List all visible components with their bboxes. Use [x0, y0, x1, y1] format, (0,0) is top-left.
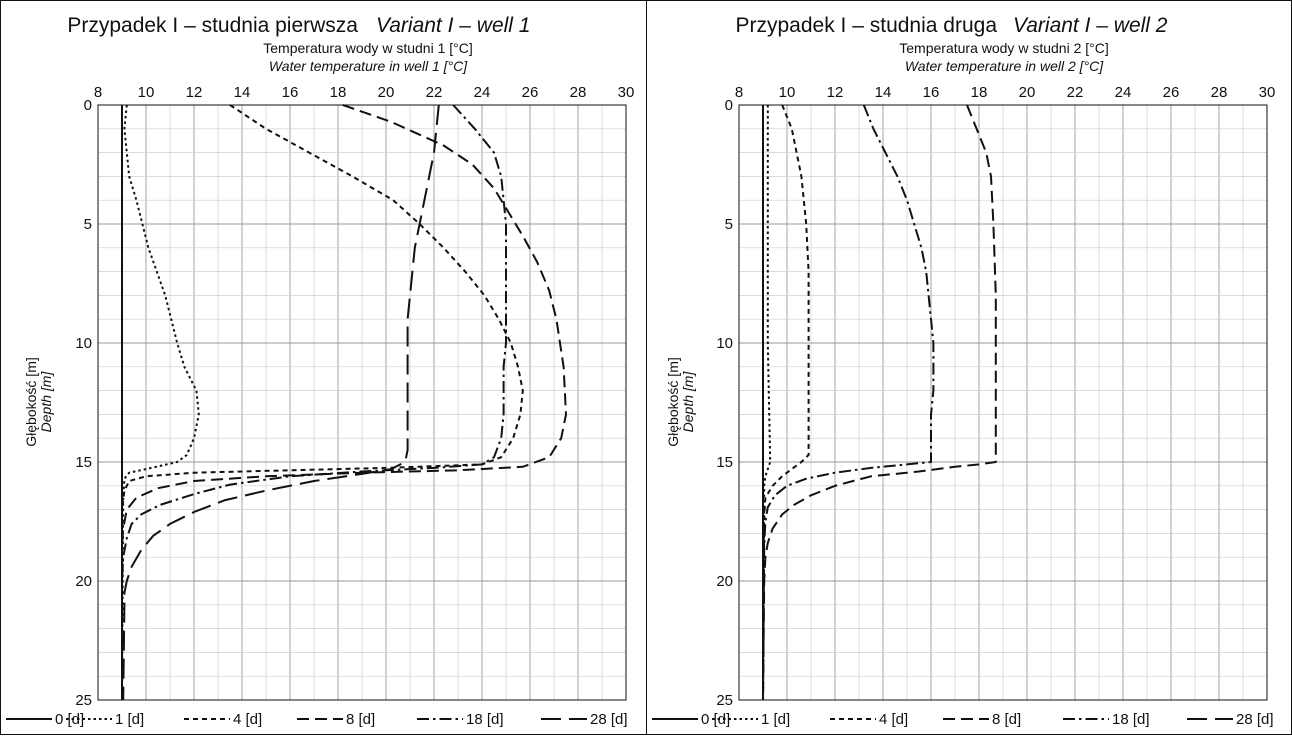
legend-entry: 4 [d] — [830, 711, 908, 728]
y-tick-label: 10 — [716, 335, 733, 352]
series-group — [121, 104, 567, 701]
x-tick-label: 8 — [735, 84, 743, 101]
series-line-4-dd — [121, 104, 524, 700]
x-tick-label: 26 — [522, 84, 539, 101]
legend: 0 [d] 1 [d] 4 [d] 8 [d] 18 [d] 28 [d] — [652, 711, 1274, 728]
legend-entry: 1 [d] — [66, 711, 144, 728]
x-axis-label-english: Water temperature in well 2 [°C] — [905, 58, 1104, 74]
x-tick-label: 16 — [923, 84, 940, 101]
legend-label: 8 [d] — [992, 711, 1021, 728]
y-tick-labels: 0 5 10 15 20 25 — [75, 97, 92, 709]
legend-entry: 28 [d] — [1187, 711, 1274, 728]
y-axis-label-english: Depth [m] — [38, 371, 54, 433]
plot-area-border — [97, 104, 627, 701]
y-tick-label: 15 — [716, 454, 733, 471]
y-tick-label: 0 — [84, 97, 92, 114]
chart-panel-well-2: Przypadek I – studnia druga Variant I – … — [646, 0, 1292, 735]
legend-entry: 8 [d] — [943, 711, 1021, 728]
x-tick-label: 26 — [1163, 84, 1180, 101]
legend-label: 4 [d] — [879, 711, 908, 728]
y-axis-label: Głębokość [m] — [665, 357, 681, 446]
x-tick-label: 24 — [474, 84, 491, 101]
y-axis-label-group: Głębokość [m] Depth [m] — [665, 357, 696, 446]
series-group — [762, 104, 997, 701]
x-tick-label: 28 — [1211, 84, 1228, 101]
x-tick-label: 22 — [426, 84, 443, 101]
x-tick-label: 20 — [1019, 84, 1036, 101]
x-tick-labels: 8 10 12 14 16 18 20 22 24 26 28 30 — [94, 84, 635, 101]
x-tick-label: 12 — [186, 84, 203, 101]
x-tick-label: 30 — [618, 84, 635, 101]
x-tick-label: 28 — [570, 84, 587, 101]
x-tick-label: 22 — [1067, 84, 1084, 101]
legend-label: 0 [d] — [701, 711, 730, 728]
chart-panel-well-1: Przypadek I – studnia pierwsza Variant I… — [0, 0, 647, 735]
legend-label: 1 [d] — [115, 711, 144, 728]
grid — [97, 104, 627, 701]
panel-title-english: Variant I – well 2 — [1013, 14, 1168, 37]
series-line-28-dd — [122, 104, 440, 701]
legend-label: 1 [d] — [761, 711, 790, 728]
grid — [738, 104, 1268, 701]
y-tick-label: 5 — [725, 216, 733, 233]
x-tick-label: 30 — [1259, 84, 1276, 101]
legend-entry: 0 [d] — [652, 711, 730, 728]
legend-entry: 8 [d] — [297, 711, 375, 728]
x-tick-label: 18 — [971, 84, 988, 101]
y-tick-label: 5 — [84, 216, 92, 233]
x-tick-label: 8 — [94, 84, 102, 101]
x-axis-label-english: Water temperature in well 1 [°C] — [269, 58, 468, 74]
legend-label: 0 [d] — [55, 711, 84, 728]
x-axis-label: Temperatura wody w studni 1 [°C] — [263, 40, 472, 56]
x-tick-label: 10 — [779, 84, 796, 101]
series-line-8-dd — [762, 104, 997, 701]
y-tick-labels: 0 5 10 15 20 25 — [716, 97, 733, 709]
y-axis-label-group: Głębokość [m] Depth [m] — [23, 357, 54, 446]
y-tick-label: 15 — [75, 454, 92, 471]
y-tick-label: 20 — [716, 573, 733, 590]
legend-entry: 18 [d] — [1063, 711, 1150, 728]
legend-label: 28 [d] — [1236, 711, 1274, 728]
series-line-18-dd — [121, 104, 507, 700]
panel-title: Przypadek I – studnia druga — [736, 14, 998, 37]
x-tick-label: 20 — [378, 84, 395, 101]
panel-title-english: Variant I – well 1 — [376, 14, 530, 37]
x-tick-label: 10 — [138, 84, 155, 101]
legend-label: 28 [d] — [590, 711, 628, 728]
y-tick-label: 25 — [716, 692, 733, 709]
x-tick-labels: 8 10 12 14 16 18 20 22 24 26 28 30 — [735, 84, 1276, 101]
series-line-18-dd — [762, 104, 935, 701]
y-tick-label: 25 — [75, 692, 92, 709]
x-tick-label: 24 — [1115, 84, 1132, 101]
plot-area-border — [738, 104, 1268, 701]
legend-label: 4 [d] — [233, 711, 262, 728]
legend-entry: 18 [d] — [417, 711, 504, 728]
x-axis-label: Temperatura wody w studni 2 [°C] — [899, 40, 1108, 56]
series-line-8-dd — [121, 104, 567, 700]
x-tick-label: 14 — [875, 84, 892, 101]
legend-label: 18 [d] — [1112, 711, 1150, 728]
y-axis-label: Głębokość [m] — [23, 357, 39, 446]
y-tick-label: 10 — [75, 335, 92, 352]
y-axis-label-english: Depth [m] — [680, 371, 696, 433]
legend-entry: 28 [d] — [541, 711, 628, 728]
legend-entry: 4 [d] — [184, 711, 262, 728]
legend: 0 [d] 1 [d] 4 [d] 8 [d] 18 [d] 28 [d] — [6, 711, 628, 728]
panel-title: Przypadek I – studnia pierwsza — [67, 14, 358, 37]
panel-frame — [0, 0, 647, 735]
x-tick-label: 14 — [234, 84, 251, 101]
series-line-1-dd — [762, 105, 772, 701]
y-tick-label: 0 — [725, 97, 733, 114]
legend-label: 8 [d] — [346, 711, 375, 728]
x-tick-label: 12 — [827, 84, 844, 101]
legend-entry: 0 [d] — [6, 711, 84, 728]
series-line-1-dd — [121, 104, 200, 701]
x-tick-label: 18 — [330, 84, 347, 101]
y-tick-label: 20 — [75, 573, 92, 590]
series-line-4-dd — [762, 104, 810, 701]
legend-entry: 1 [d] — [712, 711, 790, 728]
x-tick-label: 16 — [282, 84, 299, 101]
legend-label: 18 [d] — [466, 711, 504, 728]
